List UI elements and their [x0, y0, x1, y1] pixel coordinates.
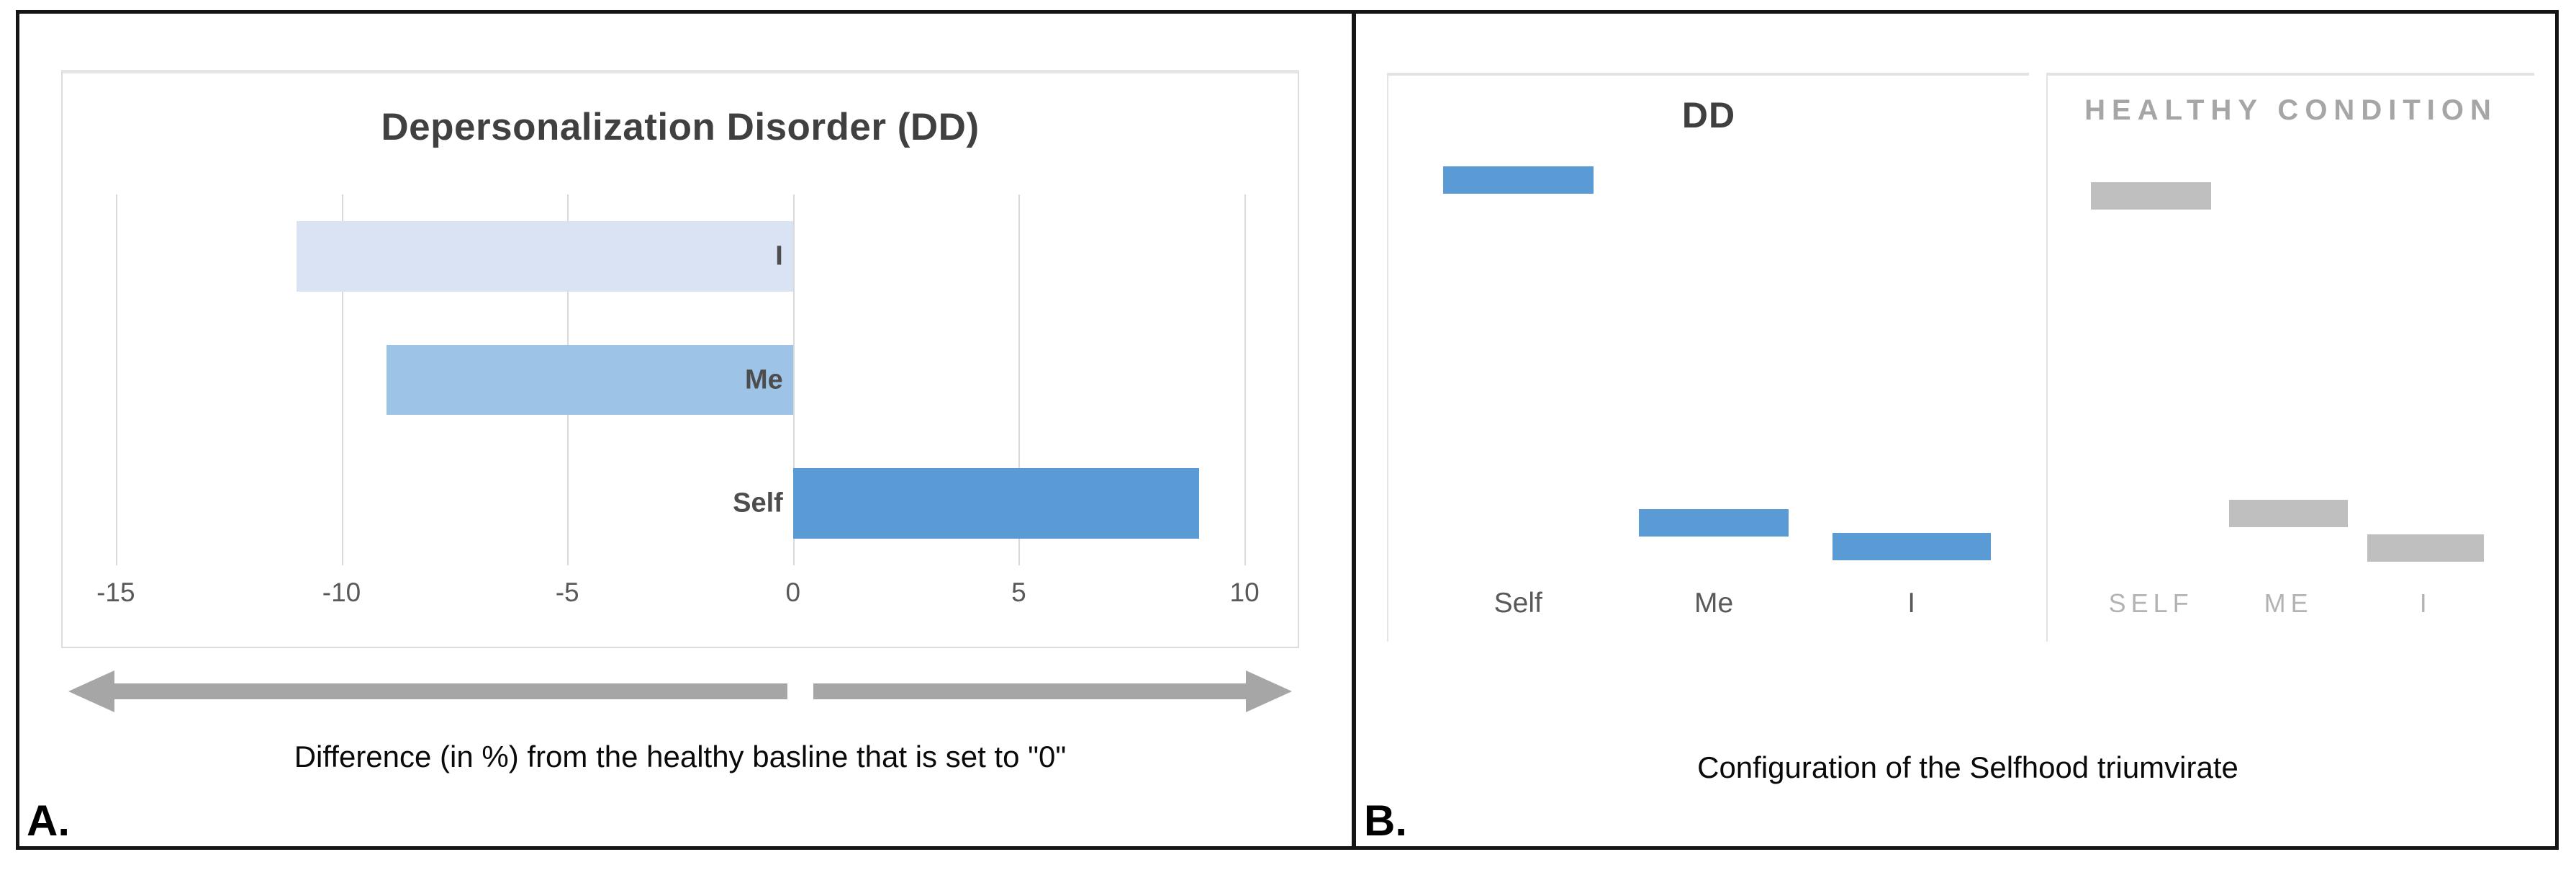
gridline: [115, 194, 117, 565]
x-tick-label: -5: [555, 578, 579, 607]
axis-double-arrow: [68, 670, 1292, 712]
arrow-body-negative: [109, 683, 788, 699]
category-label-self: Self: [733, 488, 783, 519]
x-axis-caption: Difference (in %) from the healthy basli…: [294, 740, 1067, 773]
gridline: [341, 194, 343, 565]
mini-bar-me: [2229, 499, 2349, 527]
healthy-mini-title: HEALTHY CONDITION: [2084, 94, 2498, 126]
mini-category-label-i: I: [1907, 588, 1916, 619]
right-arrowhead-icon: [1246, 670, 1292, 712]
gridline: [792, 194, 795, 565]
mini-bar-me: [1638, 508, 1789, 537]
chart-title: Depersonalization Disorder (DD): [381, 106, 980, 148]
dd-bar-chart-card: Depersonalization Disorder (DD) I Me Self …: [61, 70, 1299, 648]
x-axis-ticks: -15 -10 -5 0 5 10: [92, 578, 1268, 614]
mini-bar-self: [2091, 182, 2212, 210]
gridline: [1244, 194, 1247, 565]
x-tick-label: 10: [1229, 578, 1260, 607]
arrow-body-positive: [813, 683, 1252, 699]
bar-i: [296, 220, 793, 292]
x-tick-label: 0: [785, 578, 801, 607]
mini-bar-i: [1832, 532, 1991, 560]
mini-category-label-me: Me: [1694, 588, 1734, 619]
plot-area-a: I Me Self: [92, 194, 1268, 565]
panel-divider: [1352, 14, 1356, 846]
mini-category-label-i: I: [2419, 588, 2432, 619]
mini-category-label-self: Self: [1493, 588, 1542, 619]
mini-category-label-me: ME: [2264, 588, 2313, 619]
healthy-configuration-card: HEALTHY CONDITION SELF ME I: [2046, 73, 2534, 642]
category-label-me: Me: [745, 364, 783, 395]
panel-a-label: A.: [27, 797, 70, 845]
dd-configuration-card: DD Self Me I: [1387, 73, 2029, 642]
gridline: [1018, 194, 1021, 565]
panel-b-label: B.: [1364, 797, 1407, 845]
left-arrowhead-icon: [68, 670, 114, 712]
x-tick-label: -10: [322, 578, 361, 607]
mini-category-label-self: SELF: [2108, 588, 2194, 619]
x-tick-label: -15: [96, 578, 135, 607]
mini-bar-self: [1442, 166, 1594, 194]
x-tick-label: 5: [1011, 578, 1026, 607]
figure-border: Depersonalization Disorder (DD) I Me Self …: [16, 10, 2559, 850]
panel-b-caption: Configuration of the Selfhood triumvirat…: [1697, 750, 2238, 784]
bar-me: [387, 344, 793, 416]
dd-mini-title: DD: [1681, 95, 1736, 135]
category-label-i: I: [775, 241, 783, 272]
mini-bar-i: [2367, 534, 2485, 562]
bar-self: [792, 468, 1200, 539]
